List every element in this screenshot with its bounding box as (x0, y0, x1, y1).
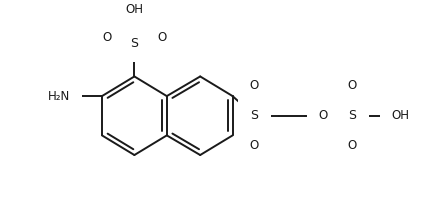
Text: O: O (249, 139, 259, 152)
Text: S: S (349, 109, 357, 122)
Text: O: O (249, 79, 259, 92)
Text: S: S (130, 36, 138, 50)
Text: S: S (250, 109, 258, 122)
Text: O: O (102, 31, 111, 44)
Text: OH: OH (392, 109, 410, 122)
Text: O: O (318, 109, 327, 122)
Text: O: O (157, 31, 167, 44)
Text: O: O (348, 79, 357, 92)
Text: H₂N: H₂N (48, 90, 70, 103)
Text: OH: OH (125, 3, 143, 15)
Text: O: O (348, 139, 357, 152)
